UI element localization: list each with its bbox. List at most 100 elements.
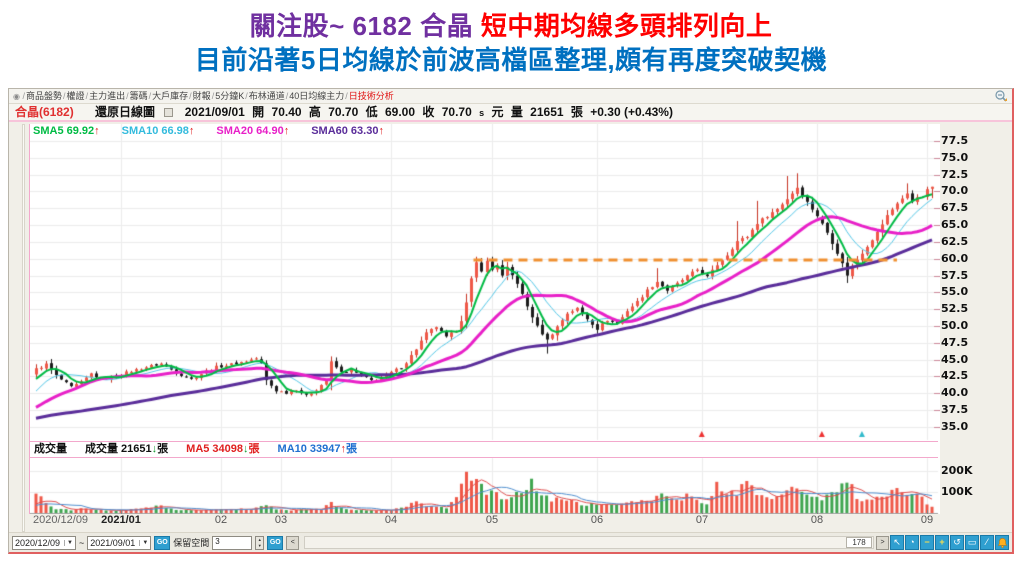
zoom-out-icon[interactable]: − <box>920 535 934 550</box>
keep-space-input[interactable]: 3 <box>212 535 253 550</box>
stepper-down-icon[interactable]: ▼ <box>257 542 262 548</box>
headline-stock-text: 關注股~ 6182 合晶 <box>249 11 481 41</box>
price-axis-tick: 200K <box>941 464 973 477</box>
tab-separator: / <box>285 91 289 101</box>
range-separator: ~ <box>79 537 85 548</box>
trend-up-arrow-icon: ↑ <box>94 125 100 137</box>
date-axis-month-08: 08 <box>810 514 824 526</box>
bar-count-box: 178 <box>846 537 872 548</box>
tab-3[interactable]: 主力進出 <box>89 91 126 101</box>
cursor-icon[interactable]: ↖ <box>890 535 904 550</box>
chart-area: SMA5 69.92↑ SMA10 66.98↑ SMA20 64.90↑ SMA60… <box>29 124 940 514</box>
left-panel-splitter[interactable] <box>22 124 25 532</box>
tab-6[interactable]: 財報 <box>192 91 211 101</box>
target-icon: ◉ <box>13 92 20 101</box>
trend-up-arrow-icon: ↑ <box>378 125 384 137</box>
date-axis-month-2021-01: 2021/01 <box>101 514 141 526</box>
price-axis-tick: 45.0 <box>941 353 969 366</box>
tab-separator: / <box>245 91 248 101</box>
tab-separator: / <box>22 91 26 101</box>
chart-window: ◉ /商品盤勢/權證/主力進出/籌碼/大戶庫存/財報/5分鐘K/布林通道/40日… <box>8 88 1014 554</box>
date-axis-month-06: 06 <box>590 514 604 526</box>
trend-up-arrow-icon: ↑ <box>188 125 195 137</box>
zoom-out-magnifier-icon[interactable] <box>994 90 1008 103</box>
high-value: 70.70 <box>328 105 359 119</box>
open-label: 開 <box>252 105 265 119</box>
go-button[interactable]: GO <box>154 535 171 550</box>
stock-name: 合晶(6182) <box>15 105 74 119</box>
price-axis-tick: 37.5 <box>941 403 969 416</box>
volume-unit: 張 <box>570 105 583 119</box>
price-axis-tick: 35.0 <box>941 420 969 433</box>
headline-line2: 目前沿著5日均線於前波高檔區整理,頗有再度突破契機 <box>0 40 1022 77</box>
tab-1[interactable]: 商品盤勢 <box>26 91 63 101</box>
calendar-grid-icon[interactable] <box>164 108 174 118</box>
quote-date: 2021/09/01 <box>184 105 245 119</box>
price-axis-tick: 70.0 <box>941 184 969 197</box>
tab-4[interactable]: 籌碼 <box>129 91 148 101</box>
chart-type-label[interactable]: 還原日線圖 <box>95 105 156 119</box>
volume-legend-item-3: MA10 33947↑張 <box>277 443 358 455</box>
headline-line1: 關注股~ 6182 合晶 短中期均線多頭排列向上 <box>0 6 1022 43</box>
sma-label: SMA10 66.98 <box>121 125 189 137</box>
date-axis-month-09: 09 <box>920 514 934 526</box>
horizontal-scroll-track[interactable]: 178 <box>304 536 874 549</box>
window-icon[interactable]: ▭ <box>965 535 979 550</box>
close-suffix: s <box>479 108 485 118</box>
price-axis-tick: 42.5 <box>941 369 969 382</box>
zoom-in-icon[interactable]: + <box>935 535 949 550</box>
tab-bar: ◉ /商品盤勢/權證/主力進出/籌碼/大戶庫存/財報/5分鐘K/布林通道/40日… <box>9 89 1012 104</box>
tab-8[interactable]: 布林通道 <box>248 91 285 101</box>
tab-separator: / <box>126 91 129 101</box>
tab-7[interactable]: 5分鐘K <box>215 91 245 101</box>
price-axis-tick: 75.0 <box>941 151 969 164</box>
volume-legend-item-2: MA5 34098↓張 <box>186 443 260 455</box>
tab-10[interactable]: 日技術分析 <box>348 91 394 101</box>
open-value: 70.40 <box>271 105 302 119</box>
price-axis-tick: 57.5 <box>941 269 969 282</box>
date-axis-month-04: 04 <box>384 514 398 526</box>
keep-space-stepper[interactable]: ▲ ▼ <box>255 535 265 550</box>
to-date-select[interactable]: 2021/09/01 ▼ <box>87 535 152 550</box>
clock-icon[interactable]: ◔ <box>905 535 919 550</box>
quote-info-bar: 合晶(6182) 還原日線圖 2021/09/01 開 70.40 高 70.7… <box>9 104 1012 122</box>
keep-space-label: 保留空間 <box>173 538 210 548</box>
sma-legend: SMA5 69.92↑ SMA10 66.98↑ SMA20 64.90↑ SMA60… <box>33 125 406 137</box>
volume-label: 量 <box>510 105 523 119</box>
sma-legend-item-sma5: SMA5 69.92↑ <box>33 125 100 137</box>
trend-arrow-icon: ↑ <box>340 443 347 455</box>
alert-bell-icon[interactable] <box>995 535 1009 550</box>
price-axis-tick: 100K <box>941 485 973 498</box>
date-axis-month-07: 07 <box>695 514 709 526</box>
bottom-control-bar: 2020/12/09 ▼ ~ 2021/09/01 ▼ GO 保留空間 3 ▲ ▼ G… <box>9 532 1012 552</box>
volume-legend: 成交量 成交量 21651↓張 MA5 34098↓張 MA10 33947↑張 <box>30 441 938 458</box>
price-axis-tick: 67.5 <box>941 201 969 214</box>
tab-separator: / <box>189 91 192 101</box>
tab-2[interactable]: 權證 <box>66 91 85 101</box>
from-date-value: 2020/12/09 <box>15 537 61 548</box>
close-value: 70.70 <box>441 105 472 119</box>
stepper-up-icon[interactable]: ▲ <box>257 536 262 542</box>
scroll-left-button[interactable]: < <box>286 535 300 550</box>
undo-icon[interactable]: ↺ <box>950 535 964 550</box>
date-axis-month-05: 05 <box>485 514 499 526</box>
tab-9[interactable]: 40日均線主力 <box>289 91 345 101</box>
price-axis-tick: 55.0 <box>941 285 969 298</box>
price-axis-tick: 47.5 <box>941 336 969 349</box>
tab-separator: / <box>211 91 215 101</box>
price-axis-tick: 40.0 <box>941 386 969 399</box>
date-axis-start-label: 2020/12/09 <box>33 514 89 526</box>
volume-legend-item-1: 成交量 21651↓張 <box>85 443 169 455</box>
volume-value: 21651 <box>530 105 564 119</box>
go-button-2[interactable]: GO <box>267 535 284 550</box>
from-date-select[interactable]: 2020/12/09 ▼ <box>12 535 76 550</box>
sma-label: SMA60 63.30 <box>311 125 379 137</box>
price-axis-tick: 60.0 <box>941 252 969 265</box>
chevron-down-icon: ▼ <box>139 539 148 546</box>
close-label: 收 <box>422 105 435 119</box>
draw-icon[interactable]: ⁄ <box>980 535 994 550</box>
high-label: 高 <box>308 105 321 119</box>
scroll-right-button[interactable]: > <box>876 535 889 550</box>
chevron-down-icon: ▼ <box>64 539 73 546</box>
tab-5[interactable]: 大戶庫存 <box>152 91 189 101</box>
